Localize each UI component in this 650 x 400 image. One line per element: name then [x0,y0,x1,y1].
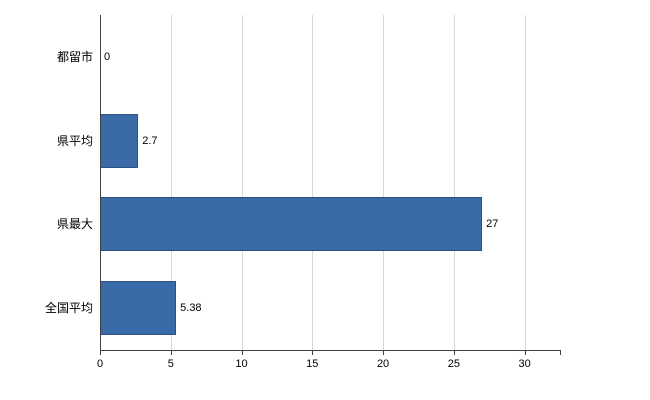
x-tick-label: 25 [447,358,460,370]
x-axis-tick [524,351,526,355]
gridline [170,15,172,350]
x-axis-tick [241,351,243,355]
category-label: 都留市 [56,49,93,64]
x-axis-line [100,350,561,351]
x-axis-tick [453,351,455,355]
value-label: 2.7 [142,134,158,147]
x-tick-label: 5 [167,358,174,370]
x-axis-tick [383,351,385,355]
gridline [241,15,243,350]
gridline [524,15,526,350]
x-tick-label: 10 [235,358,248,370]
value-label: 5.38 [180,302,202,315]
category-label: 全国平均 [44,301,93,316]
category-label: 県平均 [56,133,93,148]
gridline [312,15,314,350]
y-axis-line [100,15,101,351]
gridline [383,15,385,350]
bar [100,113,139,168]
bar [100,281,177,336]
x-axis-tick [312,351,314,355]
bar [100,197,483,252]
value-label: 0 [104,50,111,63]
gridline [453,15,455,350]
x-tick-label: 20 [376,358,390,370]
x-axis-tick [100,351,101,355]
category-label: 県最大 [56,217,93,232]
x-axis-end-tick [560,351,561,355]
x-tick-label: 0 [96,358,104,370]
x-tick-label: 30 [518,358,531,370]
x-tick-label: 15 [306,358,319,370]
x-axis-tick [170,351,172,355]
value-label: 27 [486,218,499,231]
